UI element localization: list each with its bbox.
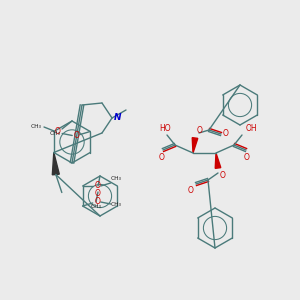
Text: O: O: [159, 153, 165, 162]
Text: CH₃: CH₃: [49, 131, 60, 136]
Text: OH: OH: [246, 124, 258, 133]
Text: O: O: [188, 186, 194, 195]
Text: O: O: [244, 153, 250, 162]
Text: O: O: [223, 128, 229, 137]
Text: O: O: [220, 171, 226, 180]
Polygon shape: [192, 138, 198, 153]
Polygon shape: [215, 153, 221, 168]
Text: O: O: [55, 127, 61, 136]
Text: O: O: [95, 197, 100, 206]
Text: CH₃: CH₃: [111, 176, 122, 181]
Text: N: N: [114, 113, 122, 122]
Text: CH₃: CH₃: [91, 204, 101, 209]
Polygon shape: [52, 152, 59, 175]
Text: O: O: [73, 131, 79, 140]
Text: CH₃: CH₃: [31, 124, 42, 130]
Text: O: O: [95, 182, 100, 190]
Text: CH₃: CH₃: [111, 202, 122, 206]
Text: O: O: [197, 126, 203, 135]
Text: HO: HO: [159, 124, 171, 133]
Text: O: O: [95, 189, 101, 198]
